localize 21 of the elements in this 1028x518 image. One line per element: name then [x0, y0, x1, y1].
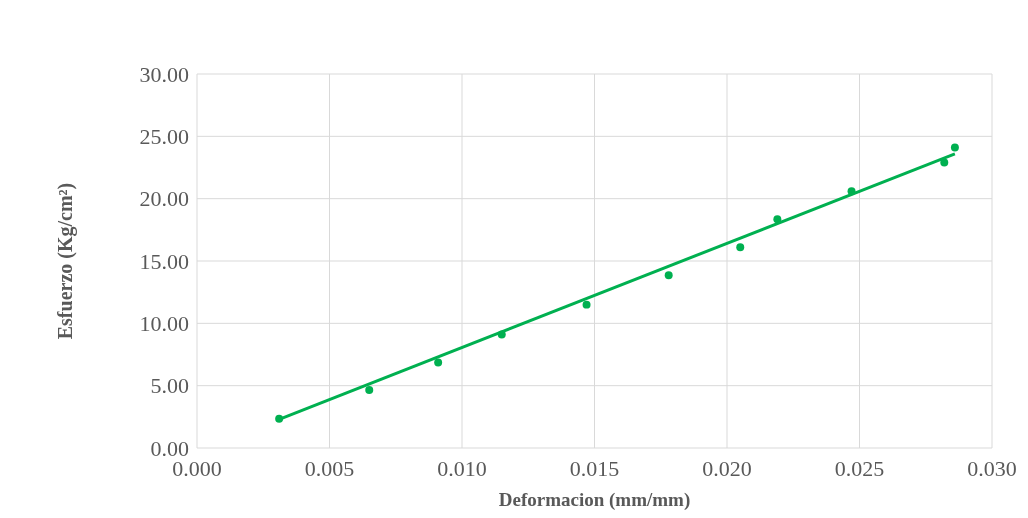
point [736, 243, 745, 252]
point [365, 386, 374, 395]
y-tick-label: 30.00 [139, 61, 189, 87]
y-tick-label: 25.00 [139, 124, 189, 150]
point [664, 271, 673, 280]
point [950, 143, 959, 152]
x-tick-label: 0.015 [569, 456, 620, 481]
x-axis-title: Deformacion (mm/mm) [498, 489, 691, 511]
y-tick-label: 20.00 [139, 186, 189, 212]
x-tick-label: 0.025 [834, 456, 885, 481]
x-tick-label: 0.010 [437, 456, 487, 481]
point [434, 358, 443, 367]
x-tick-label: 0.005 [304, 456, 355, 481]
x-tick-label: 0.020 [702, 456, 752, 481]
y-tick-label: 5.00 [150, 373, 189, 399]
point [582, 300, 591, 309]
x-tick-label: 0.030 [967, 456, 1017, 481]
y-tick-label: 10.00 [139, 311, 189, 337]
y-axis-title: Esfuerzo (Kg/cm²) [54, 182, 77, 340]
y-tick-label: 15.00 [139, 248, 189, 274]
point [940, 158, 949, 167]
